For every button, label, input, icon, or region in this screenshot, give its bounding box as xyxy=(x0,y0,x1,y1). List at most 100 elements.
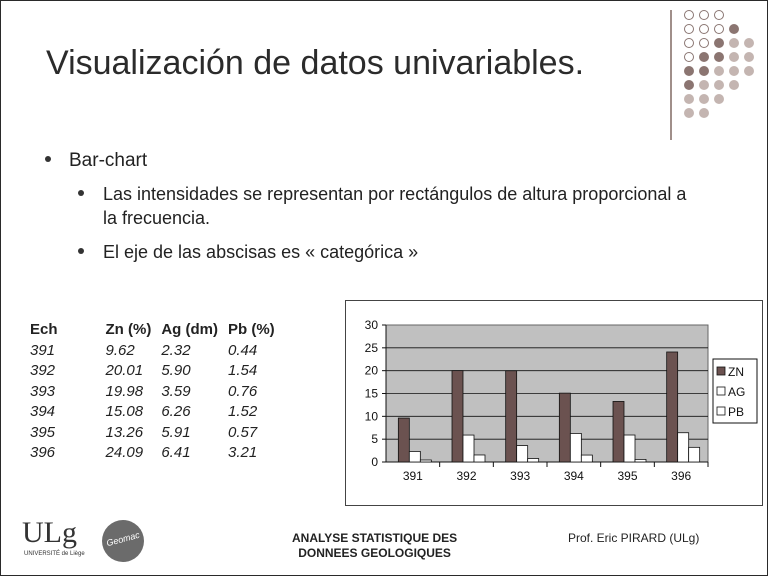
decorative-dot-icon xyxy=(699,52,709,62)
legend-swatch xyxy=(716,366,726,376)
bar-ag xyxy=(462,434,475,463)
bar-zn xyxy=(558,392,571,463)
table-cell: 392 xyxy=(30,362,56,380)
footer-course: ANALYSE STATISTIQUE DES DONNEES GEOLOGIQ… xyxy=(292,531,457,561)
bullet-level1: Bar-chart xyxy=(45,150,147,172)
table-cell: 394 xyxy=(30,403,56,421)
bullet-level2-2: El eje de las abscisas es « categórica » xyxy=(78,240,418,264)
decorative-dot-icon xyxy=(744,66,754,76)
bar-zn xyxy=(451,370,464,463)
bar-zn xyxy=(397,417,410,463)
table-cell: 2.32 xyxy=(161,341,191,359)
bar-pb xyxy=(580,454,593,463)
decorative-dot-icon xyxy=(684,66,694,76)
decorative-dot-icon xyxy=(699,10,709,20)
decorative-dot-icon xyxy=(714,52,724,62)
decorative-dot-icon xyxy=(714,10,724,20)
table-cell: 1.52 xyxy=(228,403,258,421)
x-tick-label: 393 xyxy=(510,469,530,483)
bullet-level2-2-text: El eje de las abscisas es « categórica » xyxy=(103,242,419,262)
y-tick-label: 20 xyxy=(365,364,379,378)
decorative-dot-icon xyxy=(684,52,694,62)
decorative-dot-icon xyxy=(684,94,694,104)
decorative-dot-icon xyxy=(699,94,709,104)
table-cell: 6.26 xyxy=(161,403,191,421)
bar-pb xyxy=(688,446,701,463)
table-row: 391 9.62 2.32 0.44 xyxy=(28,340,283,361)
legend-label: ZN xyxy=(728,365,744,379)
table-cell: 5.91 xyxy=(161,423,191,441)
y-tick-label: 0 xyxy=(371,455,378,469)
bar-ag xyxy=(623,434,636,463)
geomac-logo: Geomac xyxy=(102,520,144,562)
bullet-dot-icon xyxy=(78,248,84,255)
decorative-dot-icon xyxy=(699,24,709,34)
bullet-dot-icon xyxy=(45,155,51,162)
title-divider xyxy=(670,10,672,140)
decorative-dot-icon xyxy=(729,24,739,34)
footer-course-line1: ANALYSE STATISTIQUE DES xyxy=(292,531,458,545)
data-table: Ech Zn (%) Ag (dm) Pb (%) 391 9.62 2.32 0.4… xyxy=(28,318,283,463)
decorative-dot-icon xyxy=(729,52,739,62)
decorative-dot-icon xyxy=(684,80,694,90)
table-cell: 9.62 xyxy=(105,341,135,359)
table-row: 392 20.01 5.90 1.54 xyxy=(28,361,283,382)
bar-zn xyxy=(505,370,518,463)
ulg-logo-text: ULg xyxy=(22,516,77,549)
bar-ag xyxy=(569,433,582,463)
decorative-dot-icon xyxy=(684,10,694,20)
decorative-dot-icon xyxy=(699,38,709,48)
table-header-cell: Ag (dm) xyxy=(161,320,218,338)
decorative-dot-icon xyxy=(714,66,724,76)
bar-pb xyxy=(419,459,432,463)
table-cell: 15.08 xyxy=(105,403,144,421)
table-cell: 396 xyxy=(30,444,56,462)
bar-chart-frame: 0 5 10 15 20 25 30 391 392 393 394 395 396 ZN AG PB xyxy=(345,300,763,506)
table-cell: 0.76 xyxy=(228,382,258,400)
table-cell: 20.01 xyxy=(105,362,144,380)
table-cell: 3.21 xyxy=(228,444,258,462)
decorative-dot-icon xyxy=(684,38,694,48)
decorative-dot-icon xyxy=(684,108,694,118)
table-row: 394 15.08 6.26 1.52 xyxy=(28,402,283,423)
bar-zn xyxy=(612,401,625,463)
table-cell: 5.90 xyxy=(161,362,191,380)
decorative-dot-grid xyxy=(684,10,768,120)
table-cell: 395 xyxy=(30,423,56,441)
bullet-level2-1: Las intensidades se representan por rect… xyxy=(78,182,686,228)
footer-author: Prof. Eric PIRARD (ULg) xyxy=(568,531,700,545)
bar-zn xyxy=(666,351,679,463)
bullet-dot-icon xyxy=(78,190,84,197)
table-header-cell: Zn (%) xyxy=(105,320,152,338)
decorative-dot-icon xyxy=(729,66,739,76)
legend-label: AG xyxy=(728,385,745,399)
decorative-dot-icon xyxy=(744,52,754,62)
table-cell: 0.57 xyxy=(228,423,258,441)
bar-pb xyxy=(527,458,540,463)
y-tick-label: 5 xyxy=(371,432,378,446)
x-tick-label: 395 xyxy=(617,469,637,483)
decorative-dot-icon xyxy=(714,24,724,34)
table-row: 393 19.98 3.59 0.76 xyxy=(28,381,283,402)
decorative-dot-icon xyxy=(714,80,724,90)
x-tick-label: 394 xyxy=(564,469,584,483)
y-tick-label: 25 xyxy=(365,341,379,355)
x-tick-label: 391 xyxy=(403,469,423,483)
table-row: 396 24.09 6.41 3.21 xyxy=(28,443,283,464)
y-tick-label: 15 xyxy=(365,387,379,401)
table-cell: 6.41 xyxy=(161,444,191,462)
decorative-dot-icon xyxy=(699,66,709,76)
decorative-dot-icon xyxy=(699,80,709,90)
legend-swatch xyxy=(716,386,726,396)
table-cell: 393 xyxy=(30,382,56,400)
x-tick-label: 392 xyxy=(456,469,476,483)
geomac-logo-text: Geomac xyxy=(105,529,141,549)
table-header-cell: Pb (%) xyxy=(228,320,275,338)
table-header-row: Ech Zn (%) Ag (dm) Pb (%) xyxy=(28,318,283,340)
bar-chart: 0 5 10 15 20 25 30 391 392 393 394 395 396 ZN AG PB xyxy=(365,318,758,483)
ulg-logo: ULg UNIVERSITÉ de Liège xyxy=(22,516,88,560)
decorative-dot-icon xyxy=(729,80,739,90)
bar-ag xyxy=(677,432,690,463)
bar-pb xyxy=(634,458,647,463)
decorative-dot-icon xyxy=(714,38,724,48)
